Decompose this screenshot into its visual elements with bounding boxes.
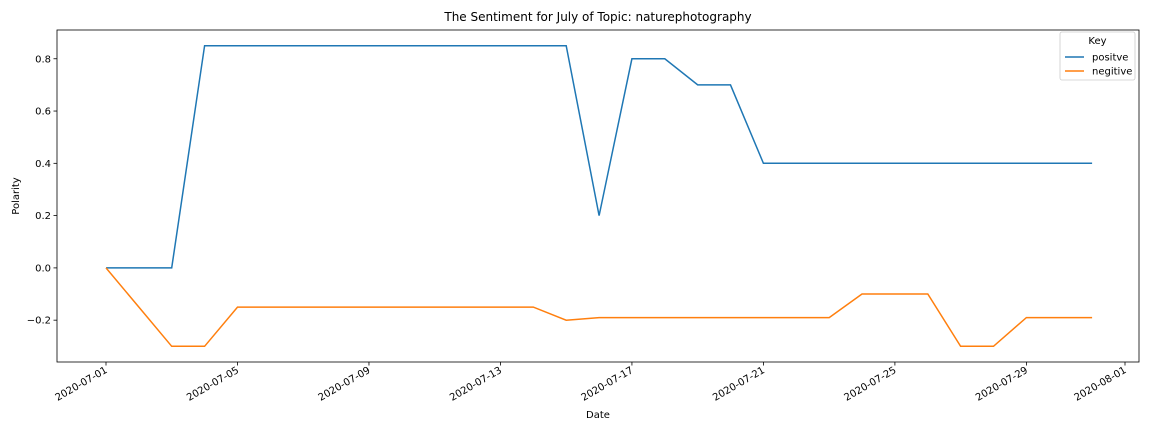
y-tick-label: 0.4 [35, 159, 51, 170]
y-tick-label: −0.2 [27, 316, 51, 327]
x-tick-label: 2020-07-21 [711, 365, 767, 404]
y-tick-label: 0.2 [35, 211, 51, 222]
legend-entry: positve [1092, 53, 1128, 64]
x-tick-label: 2020-07-13 [448, 365, 504, 404]
x-tick-label: 2020-07-01 [54, 365, 110, 404]
y-tick-label: 0.8 [35, 54, 51, 65]
y-tick-label: 0.6 [35, 107, 51, 118]
plot-area: −0.2 0.0 0.2 0.4 0.6 0.8 2020-07-01 2020-07-05 2… [27, 29, 1140, 404]
series-line-negitive [105, 267, 1093, 348]
x-tick-label: 2020-07-17 [580, 365, 636, 404]
y-axis-label: Polarity [11, 177, 22, 215]
x-tick-label: 2020-07-09 [317, 365, 373, 404]
x-tick-label: 2020-08-01 [1073, 365, 1129, 404]
x-tick-label: 2020-07-05 [185, 365, 241, 404]
series-line-positve [106, 44, 1093, 269]
y-tick-label: 0.0 [35, 263, 51, 274]
plot-frame [56, 29, 1140, 363]
legend-title: Key [1088, 36, 1106, 47]
chart-title: The Sentiment for July of Topic: naturep… [443, 10, 751, 24]
legend-box [1059, 31, 1136, 81]
x-axis-label: Date [586, 410, 610, 421]
legend: Key positve negitive [1059, 31, 1136, 81]
legend-entry: negitive [1092, 67, 1132, 78]
x-tick-label: 2020-07-25 [843, 365, 899, 404]
x-tick-label: 2020-07-29 [974, 365, 1030, 404]
